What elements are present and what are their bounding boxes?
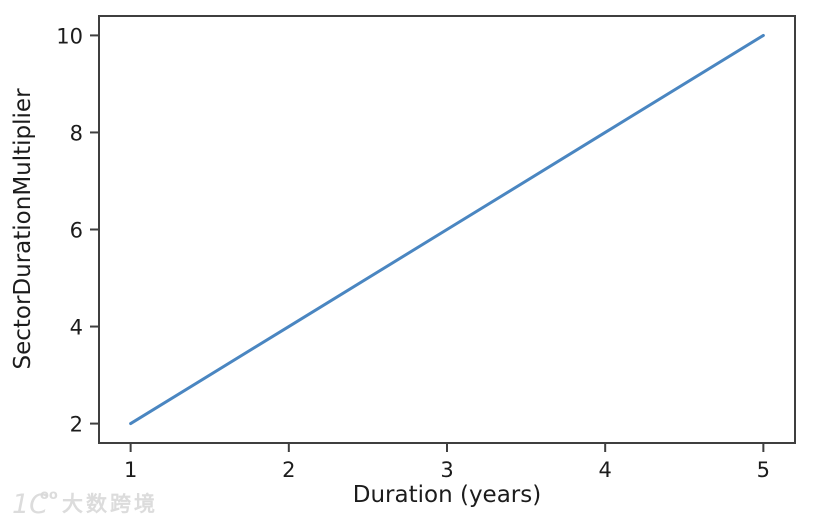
y-axis-ticks: 2 4 6 8 10: [56, 24, 99, 437]
x-axis-ticks: 1 2 3 4 5: [124, 443, 770, 482]
y-tick-label: 6: [70, 219, 83, 243]
y-axis-label: SectorDurationMultiplier: [10, 88, 36, 370]
x-tick-label: 4: [598, 458, 611, 482]
x-axis-label: Duration (years): [353, 482, 541, 508]
y-tick-label: 4: [70, 316, 83, 340]
x-tick-label: 3: [440, 458, 453, 482]
watermark: 1C oo 大数跨境: [12, 488, 158, 520]
watermark-text: 大数跨境: [62, 492, 158, 516]
watermark-logo-icon: 1C: [12, 489, 48, 520]
line-series: [129, 33, 765, 426]
y-tick-label: 10: [56, 24, 83, 48]
watermark-logo-sup: oo: [40, 488, 58, 503]
x-tick-label: 2: [282, 458, 295, 482]
x-tick-label: 1: [124, 458, 137, 482]
y-tick-label: 8: [70, 121, 83, 145]
x-tick-label: 5: [757, 458, 770, 482]
y-tick-label: 2: [70, 413, 83, 437]
